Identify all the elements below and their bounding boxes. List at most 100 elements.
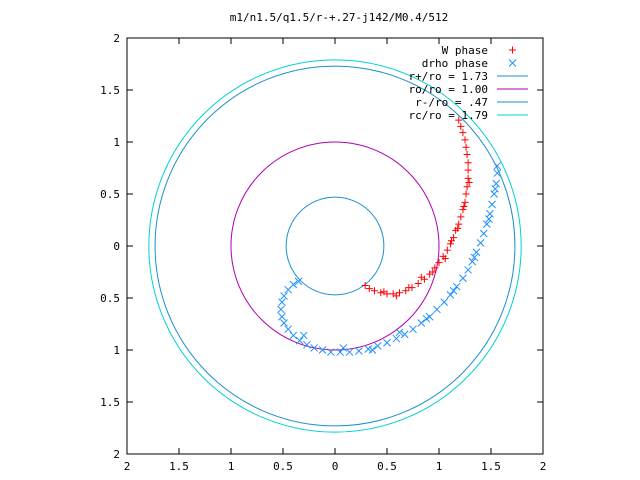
w-phase-point xyxy=(464,174,472,182)
w-phase-point xyxy=(461,198,469,206)
drho-phase-point xyxy=(368,346,377,354)
drho-phase-point xyxy=(409,325,417,334)
drho-phase-point xyxy=(479,229,488,238)
w-phase-point xyxy=(392,292,400,300)
w-phase-point xyxy=(459,206,467,214)
x-tick-label: 0.5 xyxy=(377,460,397,473)
drho-phase-point xyxy=(485,215,493,223)
x-tick-label: 1.5 xyxy=(169,460,189,473)
drho-phase-point xyxy=(452,282,461,291)
drho-phase-point xyxy=(326,348,335,356)
y-tick-label: 0.5 xyxy=(100,188,120,201)
reference-circle xyxy=(148,59,522,433)
drho-phase-point xyxy=(392,334,401,343)
drho-phase-point xyxy=(295,336,304,345)
drho-phase-point xyxy=(284,285,293,294)
y-tick-label: 1 xyxy=(113,344,120,357)
legend-label: drho phase xyxy=(422,57,488,70)
drho-phase-point xyxy=(284,325,293,334)
w-phase-point xyxy=(417,273,425,281)
w-phase-point xyxy=(361,282,369,290)
drho-phase-point xyxy=(470,253,479,262)
drho-phase-point xyxy=(422,314,431,323)
drho-phase-point xyxy=(278,312,286,321)
w-phase-point xyxy=(462,143,470,151)
reference-circles xyxy=(148,59,522,433)
data-points xyxy=(277,116,502,356)
drho-phase-point xyxy=(303,340,311,349)
drho-phase-point xyxy=(289,331,298,340)
drho-phase-point xyxy=(310,344,319,352)
w-phase-point xyxy=(429,268,437,276)
chart-title: m1/n1.5/q1.5/r-+.27-j142/M0.4/512 xyxy=(230,11,449,24)
w-phase-point xyxy=(365,285,373,293)
w-phase-point xyxy=(457,213,465,221)
drho-phase-point xyxy=(336,348,345,356)
x-tick-label: 1 xyxy=(436,460,443,473)
y-tick-label: 2 xyxy=(113,32,120,45)
drho-phase-point xyxy=(299,331,308,340)
w-phase-point xyxy=(380,288,388,296)
drho-phase-point xyxy=(294,277,303,286)
drho-phase-point xyxy=(488,200,496,209)
drho-phase-point xyxy=(476,239,485,247)
drho-phase-point xyxy=(492,179,501,188)
w-phase-point xyxy=(463,150,471,158)
drho-phase-point xyxy=(280,292,288,300)
drho-phase-point xyxy=(278,298,286,307)
legend-label: r+/ro = 1.73 xyxy=(409,70,488,83)
drho-phase-point xyxy=(490,190,498,198)
drho-phase-point xyxy=(339,344,348,352)
w-phase-point xyxy=(435,259,443,267)
w-phase-point xyxy=(371,287,379,295)
drho-phase-point xyxy=(486,209,494,218)
y-axis: 2 1.5 1 0.5 0 0.5 1 1.5 2 xyxy=(100,32,543,461)
drho-phase-point xyxy=(459,274,467,283)
w-phase-point xyxy=(377,289,385,297)
y-tick-label: 2 xyxy=(113,448,120,461)
w-phase-point xyxy=(461,136,469,144)
x-tick-label: 2 xyxy=(540,460,547,473)
drho-phase-point xyxy=(383,338,391,347)
drho-phase-point xyxy=(280,319,288,327)
drho-phase-point xyxy=(464,266,472,274)
drho-phase-point xyxy=(446,291,455,299)
drho-phase-point xyxy=(440,298,449,307)
w-phase-point xyxy=(431,264,439,272)
w-phase-point xyxy=(464,159,472,167)
w-phase-point xyxy=(446,240,454,248)
x-axis: 2 1.5 1 0.5 0 0.5 1 1.5 2 xyxy=(124,38,547,473)
drho-phase-point xyxy=(493,169,502,178)
x-tick-label: 1.5 xyxy=(481,460,501,473)
drho-phase-point xyxy=(318,346,327,354)
w-phase-point xyxy=(414,279,422,287)
w-phase-point xyxy=(443,246,451,254)
x-tick-label: 0 xyxy=(332,460,339,473)
w-phase-point xyxy=(460,202,468,210)
w-phase-point xyxy=(395,289,403,297)
w-phase-point xyxy=(402,287,410,295)
y-tick-label: 0.5 xyxy=(100,292,120,305)
w-phase-point xyxy=(441,254,449,262)
w-phase-point xyxy=(455,220,463,228)
w-phase-point xyxy=(455,116,463,124)
drho-phase-point xyxy=(400,330,409,339)
legend-label: r-/ro = .47 xyxy=(415,96,488,109)
drho-phase-point xyxy=(355,347,363,355)
w-phase-point xyxy=(457,122,465,130)
legend-label: rc/ro = 1.79 xyxy=(409,109,488,122)
drho-phase-point xyxy=(417,319,426,327)
y-tick-label: 0 xyxy=(113,240,120,253)
drho-phase-point xyxy=(472,248,481,257)
drho-phase-point xyxy=(482,220,491,229)
x-tick-label: 2 xyxy=(124,460,131,473)
legend-label: W phase xyxy=(442,44,488,57)
w-phase-point xyxy=(447,237,455,245)
w-phase-point xyxy=(405,284,413,292)
x-tick-label: 1 xyxy=(228,460,235,473)
drho-phase-point xyxy=(395,328,404,337)
drho-phase-point xyxy=(373,341,382,350)
drho-phase-point xyxy=(277,305,285,314)
